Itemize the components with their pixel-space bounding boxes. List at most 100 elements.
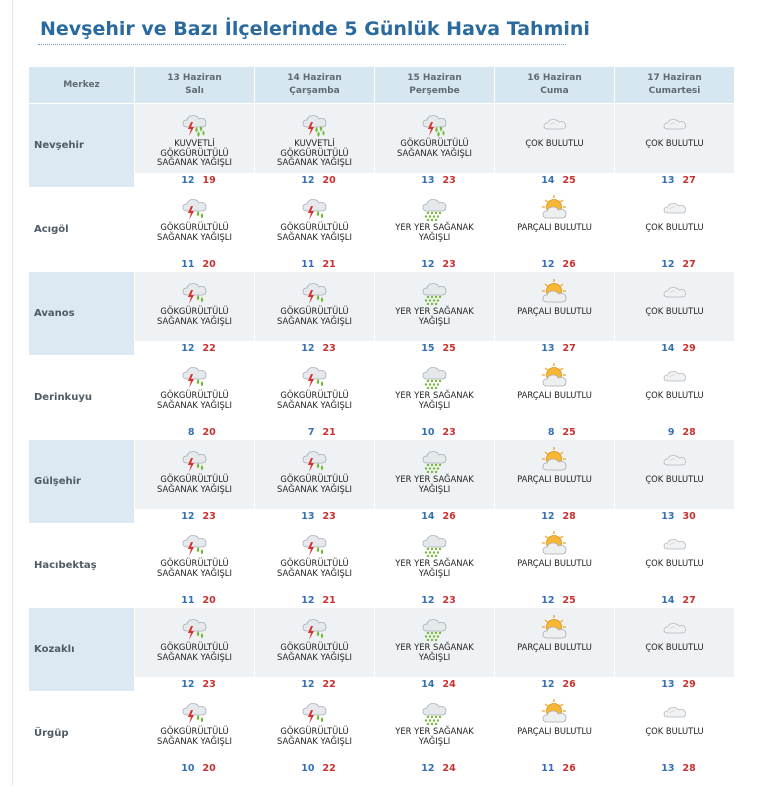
header-day-3: 15 Haziran Perşembe xyxy=(374,66,495,104)
weather-description: YER YER SAĞANAK YAĞIŞLI xyxy=(395,474,474,494)
district-name: Kozaklı xyxy=(28,607,135,692)
shower-icon xyxy=(419,276,451,306)
min-temperature: 9 xyxy=(667,427,675,438)
temperature-cell: 15 25 xyxy=(374,341,495,356)
shower-icon xyxy=(419,696,451,726)
header-day-5: 17 Haziran Cumartesi xyxy=(614,66,735,104)
weather-description: ÇOK BULUTLU xyxy=(645,642,704,652)
weather-description: GÖKGÜRÜLTÜLÜ SAĞANAK YAĞIŞLI xyxy=(277,306,352,326)
weather-description: ÇOK BULUTLU xyxy=(645,390,704,400)
partly-cloudy-icon xyxy=(539,444,571,474)
forecast-cell: GÖKGÜRÜLTÜLÜ SAĞANAK YAĞIŞLI xyxy=(254,523,375,594)
temperature-cell: 12 28 xyxy=(494,509,615,524)
max-temperature: 29 xyxy=(682,679,696,690)
forecast-cell: ÇOK BULUTLU xyxy=(614,271,735,342)
header-row: Merkez 13 Haziran Salı 14 Haziran Çarşamba… xyxy=(28,66,735,104)
temperature-cell: 12 24 xyxy=(374,761,495,776)
header-date: 15 Haziran xyxy=(407,73,462,83)
table-row: Ürgüp GÖKGÜRÜLTÜLÜ SAĞANAK YAĞIŞLI GÖKGÜRÜ… xyxy=(28,691,735,776)
max-temperature: 23 xyxy=(442,175,456,186)
temperature-row: 11 20 12 21 12 23 12 25 14 27 xyxy=(29,593,735,608)
temperature-cell: 12 25 xyxy=(494,593,615,608)
forecast-table: Merkez 13 Haziran Salı 14 Haziran Çarşamba… xyxy=(28,66,735,776)
storm-icon xyxy=(299,696,331,726)
min-temperature: 8 xyxy=(547,427,555,438)
max-temperature: 19 xyxy=(202,175,216,186)
weather-description: GÖKGÜRÜLTÜLÜ SAĞANAK YAĞIŞLI xyxy=(277,474,352,494)
temperature-cell: 13 27 xyxy=(614,173,735,188)
forecast-cell: GÖKGÜRÜLTÜLÜ SAĞANAK YAĞIŞLI xyxy=(254,607,375,678)
forecast-cell: GÖKGÜRÜLTÜLÜ SAĞANAK YAĞIŞLI xyxy=(254,187,375,258)
min-temperature: 14 xyxy=(541,175,555,186)
weather-description: PARÇALI BULUTLU xyxy=(517,642,592,652)
page-title: Nevşehir ve Bazı İlçelerinde 5 Günlük Ha… xyxy=(40,18,590,40)
temperature-cell: 12 20 xyxy=(254,173,375,188)
temperature-cell: 12 26 xyxy=(494,677,615,692)
storm-icon xyxy=(179,360,211,390)
temperature-cell: 13 28 xyxy=(614,761,735,776)
weather-description: GÖKGÜRÜLTÜLÜ SAĞANAK YAĞIŞLI xyxy=(277,726,352,746)
storm-icon xyxy=(299,360,331,390)
forecast-cell: YER YER SAĞANAK YAĞIŞLI xyxy=(374,187,495,258)
weather-description: PARÇALI BULUTLU xyxy=(517,306,592,316)
temperature-cell: 10 20 xyxy=(134,761,255,776)
table-row: Derinkuyu GÖKGÜRÜLTÜLÜ SAĞANAK YAĞIŞLI GÖK… xyxy=(28,355,735,440)
district-name: Nevşehir xyxy=(28,103,135,188)
forecast-cell: GÖKGÜRÜLTÜLÜ SAĞANAK YAĞIŞLI xyxy=(134,523,255,594)
max-temperature: 25 xyxy=(562,427,576,438)
table-row: Gülşehir GÖKGÜRÜLTÜLÜ SAĞANAK YAĞIŞLI GÖKG… xyxy=(28,439,735,524)
cloudy-icon xyxy=(659,108,691,138)
max-temperature: 27 xyxy=(682,259,696,270)
temperature-cell: 11 20 xyxy=(134,257,255,272)
shower-icon xyxy=(419,360,451,390)
forecast-cell: ÇOK BULUTLU xyxy=(614,439,735,510)
min-temperature: 12 xyxy=(301,343,315,354)
min-temperature: 12 xyxy=(421,595,435,606)
header-weekday: Çarşamba xyxy=(289,86,340,96)
storm-icon xyxy=(299,612,331,642)
header-weekday: Cuma xyxy=(540,86,569,96)
temperature-cell: 14 27 xyxy=(614,593,735,608)
temperature-cell: 8 25 xyxy=(494,425,615,440)
max-temperature: 22 xyxy=(322,763,336,774)
storm-icon xyxy=(299,444,331,474)
temperature-cell: 12 26 xyxy=(494,257,615,272)
district-name: Gülşehir xyxy=(28,439,135,524)
weather-description: ÇOK BULUTLU xyxy=(525,138,584,148)
weather-description: PARÇALI BULUTLU xyxy=(517,558,592,568)
min-temperature: 11 xyxy=(181,259,195,270)
cloudy-icon xyxy=(659,612,691,642)
max-temperature: 21 xyxy=(322,595,336,606)
header-weekday: Perşembe xyxy=(409,86,460,96)
max-temperature: 23 xyxy=(442,595,456,606)
min-temperature: 14 xyxy=(421,511,435,522)
forecast-cell: KUVVETLİ GÖKGÜRÜLTÜLÜ SAĞANAK YAĞIŞLI xyxy=(134,103,255,174)
min-temperature: 12 xyxy=(181,511,195,522)
weather-description: ÇOK BULUTLU xyxy=(645,726,704,736)
min-temperature: 10 xyxy=(421,427,435,438)
weather-description: KUVVETLİ GÖKGÜRÜLTÜLÜ SAĞANAK YAĞIŞLI xyxy=(157,138,232,167)
max-temperature: 29 xyxy=(682,343,696,354)
min-temperature: 12 xyxy=(301,175,315,186)
min-temperature: 12 xyxy=(541,511,555,522)
max-temperature: 25 xyxy=(562,595,576,606)
min-temperature: 12 xyxy=(181,679,195,690)
weather-description: GÖKGÜRÜLTÜLÜ SAĞANAK YAĞIŞLI xyxy=(157,222,232,242)
table-row: Acıgöl GÖKGÜRÜLTÜLÜ SAĞANAK YAĞIŞLI GÖKGÜR… xyxy=(28,187,735,272)
max-temperature: 26 xyxy=(562,259,576,270)
max-temperature: 20 xyxy=(202,259,216,270)
min-temperature: 12 xyxy=(181,175,195,186)
shower-icon xyxy=(419,192,451,222)
storm-icon xyxy=(179,696,211,726)
district-name: Avanos xyxy=(28,271,135,356)
left-border xyxy=(12,0,13,785)
forecast-cell: GÖKGÜRÜLTÜLÜ SAĞANAK YAĞIŞLI xyxy=(254,691,375,762)
forecast-cell: GÖKGÜRÜLTÜLÜ SAĞANAK YAĞIŞLI xyxy=(134,691,255,762)
max-temperature: 28 xyxy=(562,511,576,522)
storm-icon xyxy=(179,444,211,474)
storm-icon xyxy=(299,528,331,558)
temperature-cell: 8 20 xyxy=(134,425,255,440)
max-temperature: 26 xyxy=(562,763,576,774)
weather-description: GÖKGÜRÜLTÜLÜ SAĞANAK YAĞIŞLI xyxy=(277,558,352,578)
forecast-cell: ÇOK BULUTLU xyxy=(614,355,735,426)
